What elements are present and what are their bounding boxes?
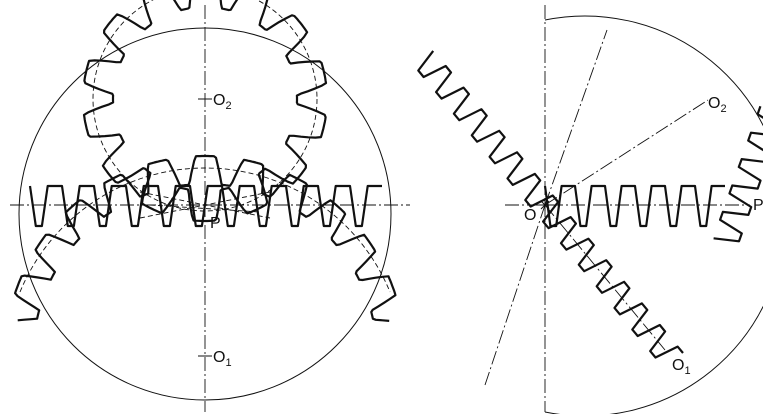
lower-gear-outline — [14, 154, 397, 322]
o2-label: O2 — [213, 92, 232, 112]
upper-gear-outline — [713, 105, 763, 243]
o-star-mark — [539, 199, 551, 211]
o2-label: O2 — [708, 95, 727, 115]
o1-label: O1 — [213, 349, 232, 369]
left-panel: O2 O1 P — [10, 0, 410, 412]
upper-gear-outline — [82, 0, 328, 223]
lower-gear-outline — [417, 50, 684, 359]
right-panel: O O2 O1 P — [417, 5, 763, 414]
o2-radius-line — [544, 99, 709, 206]
o-label: O — [524, 207, 536, 224]
upper-ray-line — [544, 29, 608, 206]
o1-radius-line — [544, 204, 666, 351]
o1-label: O1 — [672, 357, 691, 377]
rack-outline — [28, 184, 382, 228]
outer-boundary-arc — [544, 15, 763, 414]
pitch-point-label: P — [210, 215, 221, 232]
lower-pitch-arc — [19, 167, 391, 293]
pitch-point-label: P — [753, 197, 763, 214]
upper-pitch-circle — [92, 0, 318, 212]
rack-outline — [543, 184, 725, 228]
lower-ray-line — [484, 204, 546, 386]
